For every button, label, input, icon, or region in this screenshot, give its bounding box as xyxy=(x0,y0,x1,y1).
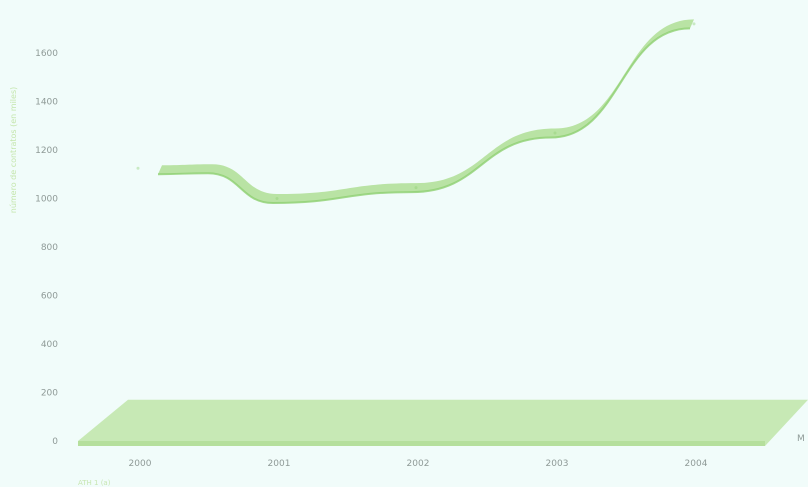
base-band-edge xyxy=(78,441,765,446)
footnote: ATH 1 (a) xyxy=(78,479,111,487)
data-point xyxy=(136,166,140,170)
y-tick-label: 600 xyxy=(41,292,58,302)
data-point xyxy=(275,197,279,200)
series-line xyxy=(157,27,691,205)
y-tick-label: 0 xyxy=(52,437,58,447)
x-tick-label: 2000 xyxy=(129,459,152,469)
x-tick-label: 2002 xyxy=(407,459,430,469)
y-tick-label: 800 xyxy=(41,243,58,253)
data-point xyxy=(692,22,696,26)
y-tick-label: 400 xyxy=(41,340,58,350)
y-axis-label: número de contratos (en miles) xyxy=(9,87,18,214)
y-tick-label: 1200 xyxy=(35,146,58,156)
x-tick-label: 2001 xyxy=(268,459,291,469)
y-tick-label: 1400 xyxy=(35,98,58,108)
y-tick-label: 200 xyxy=(41,389,58,399)
data-point xyxy=(553,131,557,135)
x-tick-label: 2003 xyxy=(546,459,569,469)
x-tick-label: 2004 xyxy=(685,459,708,469)
base-band xyxy=(78,399,808,446)
y-tick-label: 1000 xyxy=(35,195,58,205)
x-axis-end-label: M xyxy=(797,434,805,444)
series-ribbon xyxy=(158,19,694,204)
y-tick-label: 1600 xyxy=(35,49,58,59)
data-point xyxy=(414,186,418,190)
